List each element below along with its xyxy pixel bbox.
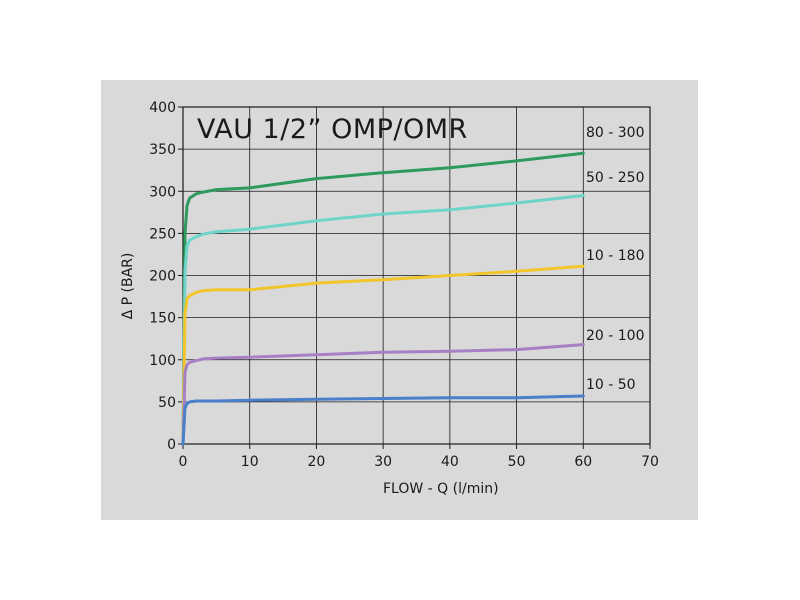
x-tick-label: 40 <box>441 454 459 470</box>
y-tick-label: 250 <box>149 226 176 242</box>
y-tick-label: 0 <box>167 437 176 453</box>
series-line <box>181 264 585 446</box>
y-axis-label: Δ P (BAR) <box>120 252 136 320</box>
series-label: 10 - 180 <box>586 248 645 264</box>
chart-title: VAU 1/2” OMP/OMR <box>197 114 468 145</box>
y-tick-label: 200 <box>149 269 176 285</box>
series-label: 20 - 100 <box>586 328 645 344</box>
x-tick-label: 50 <box>508 454 526 470</box>
series-label: 50 - 250 <box>586 170 645 186</box>
x-axis-label: FLOW - Q (l/min) <box>383 481 499 497</box>
y-tick-label: 50 <box>158 395 176 411</box>
series-line <box>181 343 585 446</box>
series-line <box>181 151 585 446</box>
y-tick-label: 100 <box>149 353 176 369</box>
x-tick-label: 30 <box>374 454 392 470</box>
y-tick-label: 150 <box>149 311 176 327</box>
x-tick-label: 0 <box>179 454 188 470</box>
series-line <box>181 194 585 446</box>
x-tick-label: 70 <box>641 454 659 470</box>
x-tick-label: 20 <box>308 454 326 470</box>
y-tick-label: 400 <box>149 100 176 116</box>
x-tick-label: 10 <box>241 454 259 470</box>
series-label: 80 - 300 <box>586 125 645 141</box>
series-label: 10 - 50 <box>586 377 636 393</box>
series-line <box>181 394 585 446</box>
y-tick-label: 300 <box>149 184 176 200</box>
y-tick-label: 350 <box>149 142 176 158</box>
x-tick-label: 60 <box>574 454 592 470</box>
